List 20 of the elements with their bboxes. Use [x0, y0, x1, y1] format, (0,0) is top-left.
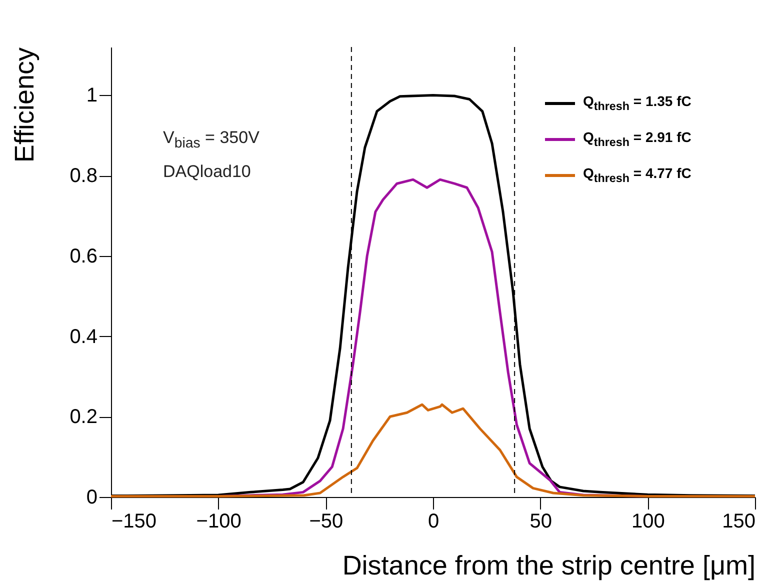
- x-tick-label: −150: [112, 510, 157, 532]
- y-tick-label: 0.2: [70, 406, 98, 428]
- legend-label: Q$_{thresh}$ = 1.35 fC: [583, 93, 692, 113]
- x-tick-label: −100: [196, 510, 242, 532]
- x-axis-title: Distance from the strip centre [μm]: [342, 550, 756, 580]
- y-tick-label: 0.6: [70, 245, 98, 268]
- y-tick-label: 1: [86, 84, 98, 107]
- x-tick-label: −50: [309, 510, 344, 532]
- annotation: V$_{bias}$ = 350V: [163, 128, 260, 152]
- y-tick-label: 0.8: [70, 165, 98, 188]
- x-tick-label: 0: [428, 510, 440, 532]
- y-tick-label: 0: [86, 486, 98, 508]
- x-tick-label: 50: [530, 510, 552, 532]
- legend-label: Q$_{thresh}$ = 2.91 fC: [583, 129, 692, 149]
- legend-label: Q$_{thresh}$ = 4.77 fC: [583, 165, 692, 185]
- y-tick-label: 0.4: [70, 326, 98, 348]
- x-tick-label: 150: [722, 510, 756, 532]
- annotation: DAQload10: [163, 162, 251, 182]
- y-axis-title: Efficiency: [10, 47, 40, 163]
- x-tick-label: 100: [631, 510, 665, 532]
